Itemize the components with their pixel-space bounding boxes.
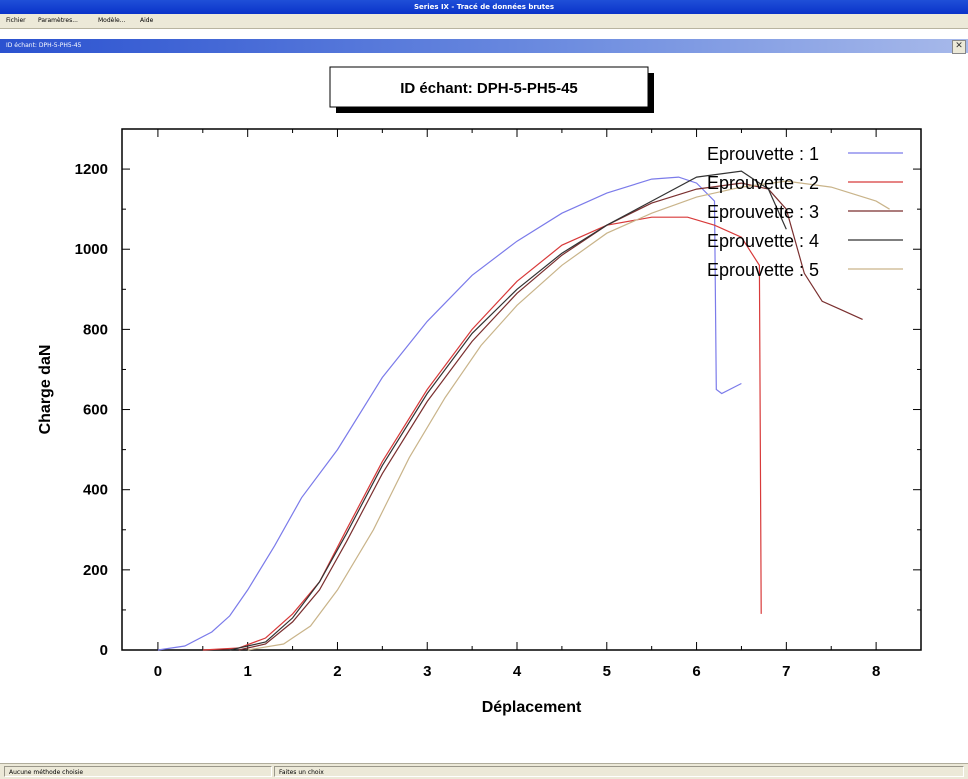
y-tick-label: 200: [83, 562, 108, 579]
legend-entry-label: Eprouvette : 4: [707, 231, 819, 251]
plot-frame: [121, 128, 922, 651]
x-tick-label: 2: [333, 663, 341, 680]
legend-entry-label: Eprouvette : 5: [707, 260, 819, 280]
status-left: Aucune méthode choisie: [4, 766, 272, 777]
series-line-4: [229, 170, 787, 651]
x-tick-label: 6: [692, 663, 700, 680]
y-tick-label: 400: [83, 482, 108, 499]
menu-bar: Fichier Paramètres... Modèle... Aide: [0, 14, 968, 29]
y-tick-label: 0: [100, 642, 108, 659]
y-tick-label: 1000: [75, 241, 108, 258]
series-line-5: [247, 180, 890, 651]
legend-entry-label: Eprouvette : 2: [707, 173, 819, 193]
y-axis-label: Charge daN: [37, 345, 54, 435]
menu-aide[interactable]: Aide: [140, 17, 154, 24]
series-line-1: [157, 176, 742, 651]
status-right-text: Faites un choix: [279, 769, 324, 776]
chart-title: ID échant: DPH-5-PH5-45: [400, 80, 578, 97]
x-tick-label: 0: [154, 663, 162, 680]
x-tick-label: 8: [872, 663, 880, 680]
status-left-text: Aucune méthode choisie: [9, 769, 84, 776]
y-tick-label: 1200: [75, 161, 108, 178]
chart-window-title: ID échant: DPH-5-PH5-45: [6, 42, 82, 49]
status-bar: Aucune méthode choisie Faites un choix: [0, 763, 968, 779]
title-box: [329, 66, 649, 108]
close-icon[interactable]: ✕: [952, 40, 966, 54]
window-titlebar: Series IX - Tracé de données brutes: [0, 0, 968, 14]
x-tick-label: 1: [244, 663, 252, 680]
y-tick-label: 800: [83, 321, 108, 338]
menu-modele[interactable]: Modèle...: [98, 17, 126, 24]
legend-entry-label: Eprouvette : 3: [707, 202, 819, 222]
legend-entry-label: Eprouvette : 1: [707, 144, 819, 164]
window-title: Series IX - Tracé de données brutes: [413, 3, 555, 11]
status-right: Faites un choix: [274, 766, 964, 777]
x-tick-label: 4: [513, 663, 522, 680]
menu-parametres[interactable]: Paramètres...: [38, 17, 78, 24]
menu-fichier[interactable]: Fichier: [6, 17, 26, 24]
chart-svg: 0 1 2 3 4 5 6 7 8 0 200 400 600 800 1000 1200 Déplacemen…: [37, 66, 922, 716]
x-tick-label: 7: [782, 663, 790, 680]
series-line-3: [238, 182, 863, 651]
chart-window-titlebar: ID échant: DPH-5-PH5-45 ✕: [0, 39, 968, 54]
y-tick-label: 600: [83, 402, 108, 419]
series-line-2: [202, 216, 762, 651]
x-axis-label: Déplacement: [482, 699, 582, 716]
chart-area: 0 1 2 3 4 5 6 7 8 0 200 400 600 800 1000 1200 Déplacemen…: [0, 53, 968, 759]
x-tick-label: 5: [603, 663, 611, 680]
x-tick-label: 3: [423, 663, 431, 680]
